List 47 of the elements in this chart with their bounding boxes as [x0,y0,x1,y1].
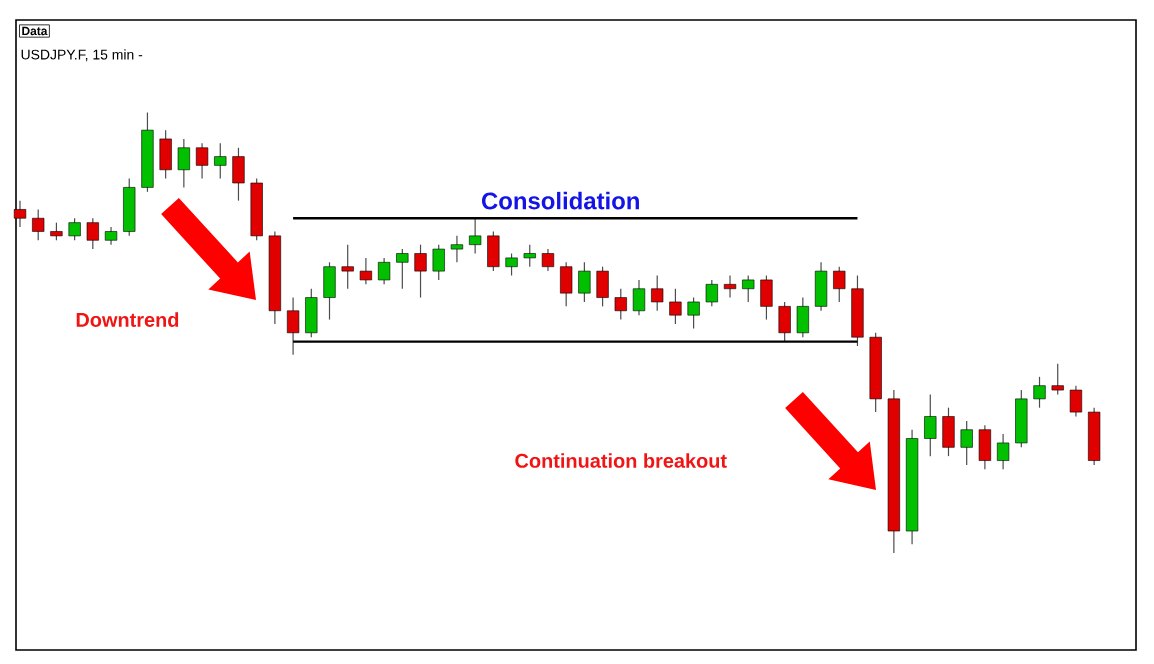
candlestick [760,274,773,321]
candlestick [177,138,190,189]
candlestick [523,244,536,268]
candlestick [1051,363,1064,396]
candlestick [359,257,373,285]
candlestick [432,244,445,281]
candlestick [924,393,937,457]
candlestick [1069,385,1083,418]
annotation: Continuation breakout [515,453,727,468]
candlestick [32,208,45,241]
candlestick [742,274,755,303]
candlestick [996,433,1010,470]
candlestick [396,248,409,290]
candlestick [942,407,955,457]
candlestick [960,420,973,466]
candlestick [414,244,427,299]
candlestick [814,261,828,312]
candlestick [214,142,227,180]
candlestick [978,424,992,470]
candlestick [541,248,555,272]
candlestick [833,266,846,303]
candlestick [487,230,500,272]
candlestick [632,279,646,316]
candlestick [687,296,700,329]
candlestick [123,177,136,237]
candlestick [341,244,354,290]
candlestick [596,266,609,307]
candlestick [323,261,336,321]
candlestick [669,288,682,325]
candlestick [68,217,81,241]
candlestick [723,274,737,299]
candlestick [195,142,209,180]
candlestick [560,261,573,307]
candlestick [1033,376,1046,409]
candlestick [578,261,591,303]
candlestick [159,129,172,180]
annotation: Consolidation [481,191,639,210]
candlestick [505,252,518,277]
candlestick [651,274,664,312]
candlestick [450,235,464,263]
candlestick [86,217,99,250]
annotation: Downtrend [76,312,179,327]
candlestick [232,147,245,202]
candlestick [1015,389,1028,448]
candlestick [614,288,627,321]
candlestick [705,279,718,307]
candlestick [377,257,391,285]
